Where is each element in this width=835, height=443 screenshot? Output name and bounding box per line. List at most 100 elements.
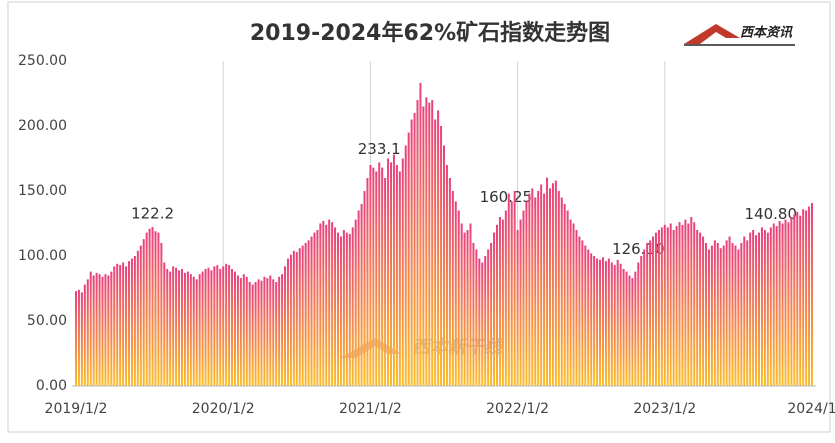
bar (169, 271, 172, 386)
bar (743, 236, 746, 386)
bar (625, 271, 628, 386)
bar (546, 177, 549, 386)
bar (652, 236, 655, 386)
bar (219, 269, 222, 386)
bar (204, 269, 207, 386)
bar (510, 201, 513, 386)
bar (657, 230, 660, 386)
data-label: 122.2 (131, 205, 174, 223)
bar (475, 249, 478, 386)
bar (434, 119, 437, 386)
bar (345, 232, 348, 386)
bar (207, 267, 210, 386)
bar (233, 271, 236, 386)
bar (693, 222, 696, 386)
bar (507, 193, 510, 386)
bar (201, 271, 204, 386)
bar (183, 272, 186, 386)
bar (640, 256, 643, 386)
bar (278, 276, 281, 386)
bar (560, 197, 563, 386)
bar (381, 167, 384, 386)
bar (369, 165, 372, 386)
bar (231, 269, 234, 386)
bar (307, 240, 310, 386)
bar (707, 249, 710, 386)
bar (781, 223, 784, 386)
bar (599, 259, 602, 386)
bar (310, 236, 313, 386)
chart-frame (7, 1, 831, 433)
bar (428, 102, 431, 386)
bar (275, 282, 278, 386)
bar (557, 191, 560, 386)
bar (784, 219, 787, 386)
bar (401, 158, 404, 386)
bar (766, 232, 769, 386)
bar (375, 171, 378, 386)
bar (425, 97, 428, 387)
bar (796, 211, 799, 386)
bar (251, 284, 254, 386)
bar (216, 265, 219, 386)
bar (637, 262, 640, 386)
bar (587, 249, 590, 386)
bar (457, 210, 460, 386)
logo-text: 西本资讯 (740, 25, 793, 41)
bar (186, 271, 189, 386)
bar (395, 165, 398, 386)
bar (478, 258, 481, 386)
bar (119, 265, 122, 386)
bar (778, 220, 781, 386)
bar (422, 106, 425, 386)
bar (286, 258, 289, 386)
bar (487, 249, 490, 386)
bar (151, 227, 154, 386)
bar (699, 232, 702, 386)
bar (145, 232, 148, 386)
bar (769, 227, 772, 386)
bar (289, 254, 292, 386)
bar (466, 230, 469, 386)
bar (702, 236, 705, 386)
bar (269, 275, 272, 386)
bar (569, 219, 572, 386)
bar (575, 230, 578, 386)
bar (272, 279, 275, 386)
bar (628, 275, 631, 386)
bar (175, 267, 178, 386)
bar (543, 193, 546, 386)
bar (490, 243, 493, 386)
bar (354, 219, 357, 386)
bar (619, 263, 622, 386)
bar (654, 232, 657, 386)
bar (472, 243, 475, 386)
y-tick-label: 0.00 (36, 378, 67, 394)
bar (563, 204, 566, 386)
bar (584, 245, 587, 386)
bar (419, 82, 422, 386)
bar (675, 226, 678, 386)
bar (398, 171, 401, 386)
bar (681, 224, 684, 386)
bar (672, 230, 675, 386)
bar (322, 220, 325, 386)
bar (534, 197, 537, 386)
bar (440, 126, 443, 386)
bar (363, 191, 366, 386)
bar (551, 183, 554, 386)
bar (225, 263, 228, 386)
bar (495, 224, 498, 386)
bar (139, 245, 142, 386)
bar (325, 224, 328, 386)
bar (454, 201, 457, 386)
bar (101, 276, 104, 386)
bar (705, 243, 708, 386)
bar (787, 222, 790, 386)
bar (416, 100, 419, 386)
bar (519, 219, 522, 386)
bar (130, 258, 133, 386)
bar (331, 222, 334, 386)
bar (92, 275, 95, 386)
